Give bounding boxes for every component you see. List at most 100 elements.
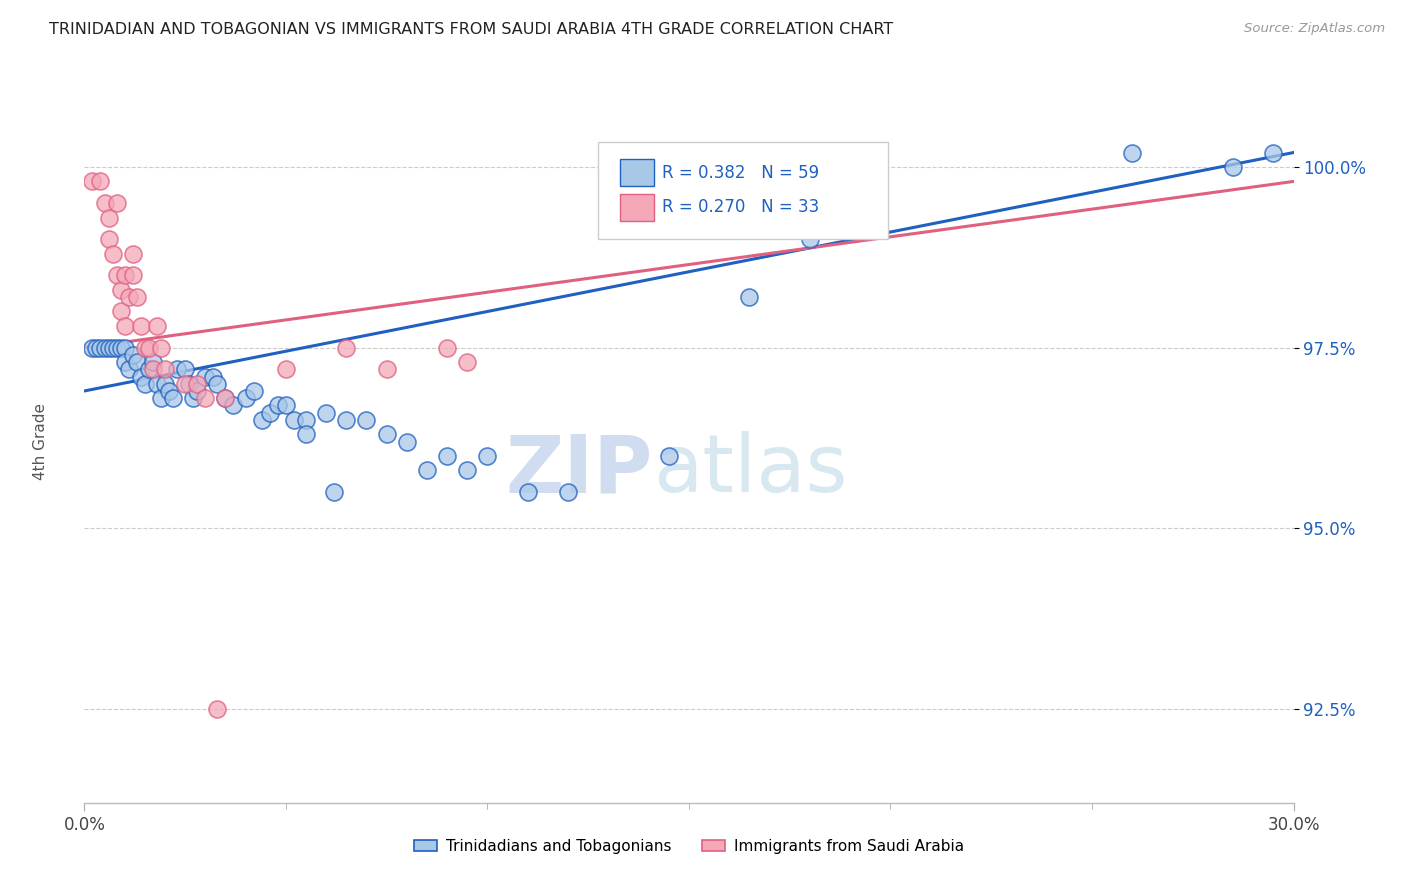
Legend: Trinidadians and Tobagonians, Immigrants from Saudi Arabia: Trinidadians and Tobagonians, Immigrants… (408, 833, 970, 860)
Point (142, 355, 165, 369)
Point (105, 268, 128, 283)
Point (125, 355, 148, 369)
Point (194, 391, 217, 405)
FancyBboxPatch shape (620, 159, 654, 186)
Point (315, 406, 337, 420)
Point (416, 463, 439, 477)
Point (114, 318, 136, 333)
Point (214, 391, 236, 405)
Point (97, 341, 120, 355)
Point (456, 355, 478, 369)
Point (323, 485, 346, 500)
Point (118, 362, 141, 376)
Point (157, 384, 180, 398)
Point (250, 413, 273, 427)
Point (207, 376, 229, 391)
Point (89, 174, 111, 188)
Point (395, 434, 418, 449)
Point (436, 449, 458, 463)
Point (335, 341, 357, 355)
Point (516, 485, 538, 500)
Point (118, 290, 141, 304)
Point (146, 318, 169, 333)
Point (110, 304, 132, 318)
Point (146, 376, 169, 391)
Point (356, 413, 378, 427)
Point (97, 211, 120, 225)
Point (658, 449, 681, 463)
Point (174, 376, 197, 391)
Y-axis label: 4th Grade: 4th Grade (34, 403, 48, 480)
Point (105, 341, 128, 355)
Point (214, 391, 236, 405)
Point (222, 399, 245, 413)
Point (738, 290, 761, 304)
Point (267, 399, 290, 413)
Point (186, 376, 208, 391)
Point (166, 362, 188, 376)
Point (121, 268, 143, 283)
Point (194, 369, 217, 384)
Point (93, 341, 115, 355)
Point (295, 427, 318, 442)
Text: R = 0.382   N = 59: R = 0.382 N = 59 (662, 164, 820, 182)
Point (121, 246, 143, 260)
Point (235, 391, 257, 405)
Point (97, 232, 120, 246)
Point (134, 341, 156, 355)
Point (129, 318, 152, 333)
Point (295, 413, 318, 427)
Text: R = 0.270   N = 33: R = 0.270 N = 33 (662, 198, 820, 217)
Point (375, 427, 398, 442)
Point (162, 391, 184, 405)
FancyBboxPatch shape (620, 194, 654, 221)
Point (181, 391, 204, 405)
Point (153, 376, 176, 391)
Point (129, 369, 152, 384)
Point (82, 174, 104, 188)
Text: TRINIDADIAN AND TOBAGONIAN VS IMMIGRANTS FROM SAUDI ARABIA 4TH GRADE CORRELATION: TRINIDADIAN AND TOBAGONIAN VS IMMIGRANTS… (49, 22, 893, 37)
Point (134, 376, 156, 391)
Point (93, 196, 115, 211)
Text: Source: ZipAtlas.com: Source: ZipAtlas.com (1244, 22, 1385, 36)
Point (153, 362, 176, 376)
Point (436, 341, 458, 355)
Point (121, 348, 143, 362)
Point (114, 268, 136, 283)
Point (110, 341, 132, 355)
Point (375, 362, 398, 376)
Point (242, 384, 264, 398)
Point (174, 362, 197, 376)
Point (110, 283, 132, 297)
Point (283, 413, 305, 427)
Point (89, 341, 111, 355)
Point (82, 341, 104, 355)
Point (557, 485, 579, 500)
Point (179, 376, 201, 391)
Point (274, 362, 297, 376)
Point (259, 406, 281, 420)
Point (125, 290, 148, 304)
Point (456, 463, 478, 477)
Point (101, 341, 124, 355)
Point (335, 413, 357, 427)
Point (1121, 145, 1143, 160)
Point (138, 362, 160, 376)
Point (149, 391, 172, 405)
FancyBboxPatch shape (599, 142, 889, 239)
Point (105, 196, 128, 211)
Point (142, 362, 165, 376)
Point (1263, 145, 1285, 160)
Point (149, 341, 172, 355)
Point (207, 702, 229, 716)
Point (101, 246, 124, 260)
Point (138, 341, 160, 355)
Point (202, 369, 225, 384)
Point (114, 341, 136, 355)
Point (274, 399, 297, 413)
Point (799, 232, 821, 246)
Point (186, 384, 208, 398)
Point (86, 341, 108, 355)
Point (1222, 160, 1244, 174)
Text: atlas: atlas (652, 432, 846, 509)
